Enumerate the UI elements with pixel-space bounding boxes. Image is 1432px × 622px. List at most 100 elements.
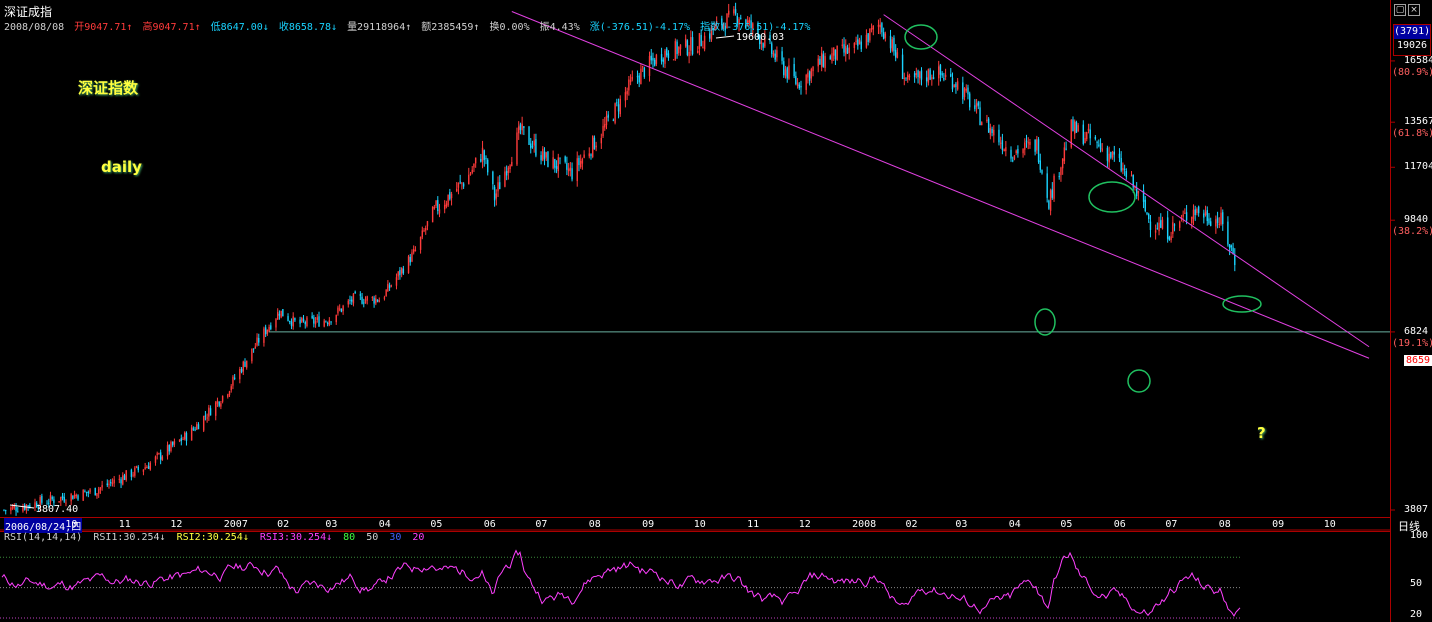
candle-body [1036,139,1038,151]
candle-body [161,456,164,461]
axis-range-box[interactable]: (3791) 19026 [1393,24,1431,56]
candle-body [1123,168,1126,170]
candle-body [784,69,787,77]
candle-body [504,171,506,187]
candle-body [173,441,176,445]
candle-body [1027,142,1029,144]
candle-body [342,305,344,312]
candle-body [280,310,282,318]
candle-body [592,136,594,158]
candle-body [378,300,380,303]
candle-body [13,505,16,508]
candle-body [896,52,899,58]
candle-body [991,128,993,134]
candle-body [122,475,124,485]
candle-body [511,161,513,167]
candle-body [495,193,498,199]
candle-body [450,193,453,199]
candle-body [385,289,387,297]
candle-body [1234,255,1236,266]
candle-body [299,319,301,324]
candle-body [516,132,518,165]
candle-body [447,194,449,206]
candle-body [626,91,628,95]
candle-body [227,394,229,398]
candle-body [1099,143,1102,149]
candle-body [1228,244,1231,249]
candle-body [220,403,222,407]
candle-body [629,79,632,83]
candle-body [555,166,558,170]
candle-body [781,51,783,61]
candle-body [373,297,375,304]
candle-body [1058,176,1060,178]
candle-body [1025,140,1028,143]
candle-body [1041,170,1043,174]
candle-body [230,386,232,391]
maximize-button[interactable]: ▢ [1394,4,1406,16]
candle-body [505,171,508,176]
close-button[interactable]: × [1408,4,1420,16]
candle-body [433,207,436,209]
candle-body [1160,220,1162,228]
candle-body [845,46,847,55]
candle-body [196,424,198,430]
candle-body [1172,222,1174,234]
candle-body [1012,160,1014,162]
price-tick-label: 6824 [1404,325,1429,337]
candle-body [758,35,761,45]
candle-body [1046,173,1048,198]
candle-body [254,346,257,349]
candle-body [97,489,100,494]
candle-body [154,456,157,463]
candle-body [182,438,184,440]
candle-body [106,483,108,486]
question-mark-label: ? [1257,424,1266,442]
candle-body [89,489,91,493]
candle-body [123,475,126,480]
candle-body [1220,212,1222,225]
candle-body [270,325,272,330]
candle-body [872,25,875,30]
trend-line [883,14,1370,348]
candle-body [884,33,887,39]
candle-body [905,77,907,79]
candle-body [628,79,630,91]
candle-body [242,361,244,372]
candle-body [566,163,568,170]
candle-body [820,52,823,68]
candle-body [752,23,754,29]
candle-body [841,44,844,46]
annotation-ellipse [1222,295,1262,313]
candle-body [1094,137,1097,140]
candle-body [578,158,580,166]
candle-body [684,38,687,47]
candle-body [390,285,393,287]
candle-body [232,376,234,386]
candle-body [724,25,726,31]
x-tick-label: 10 [693,519,706,530]
candle-body [951,77,954,90]
candle-body [1191,216,1193,224]
candle-body [648,56,651,77]
candle-body [282,309,284,317]
candle-body [197,424,200,430]
candle-body [335,314,337,323]
rsi2-value: RSI2:30.254↓ [176,532,249,543]
candle-body [316,317,318,320]
candle-body [932,77,935,80]
candle-body [793,63,795,77]
candle-body [1132,175,1134,188]
x-tick-label: 02 [905,519,918,530]
candle-body [640,68,642,85]
rsi1-value: RSI1:30.254↓ [93,532,166,543]
period-unit-label[interactable]: 日线 [1398,520,1420,533]
candle-body [180,438,183,441]
candle-body [738,19,740,25]
candle-body [487,159,489,173]
candle-body [965,88,967,91]
candle-body [998,129,1000,143]
candle-body [748,19,751,23]
candle-body [1049,190,1052,211]
